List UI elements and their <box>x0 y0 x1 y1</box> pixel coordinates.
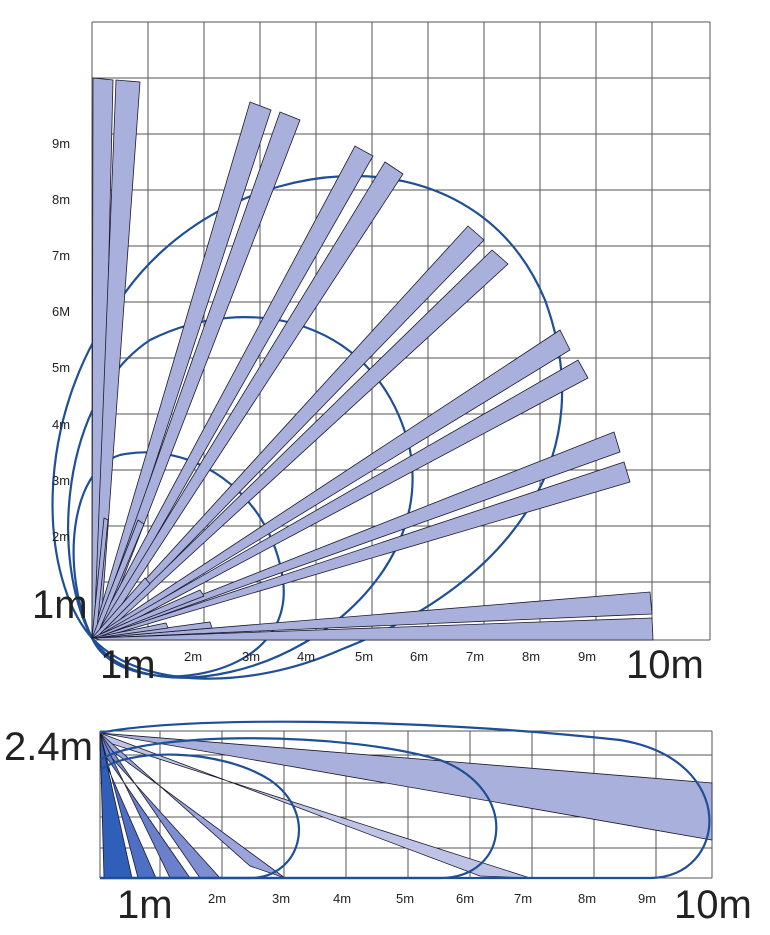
coverage-zone-inner <box>72 451 285 678</box>
side-view-x-ticks: 2m 3m 4m 5m 6m 7m 8m 9m <box>208 891 656 906</box>
side-zone-outer <box>99 720 711 880</box>
side-x-tick-5m: 5m <box>396 891 414 906</box>
top-view-x-origin-label: 1m <box>100 643 156 687</box>
y-tick-7m: 7m <box>52 248 70 263</box>
top-view-y-ticks: 2m 3m 4m 5m 6M 7m 8m 9m <box>52 136 70 544</box>
x-tick-6m: 6m <box>410 649 428 664</box>
side-x-tick-8m: 8m <box>578 891 596 906</box>
side-view-x-end-label: 10m <box>674 883 752 927</box>
side-view-beams <box>99 731 713 879</box>
x-tick-3m: 3m <box>242 649 260 664</box>
y-tick-5m: 5m <box>52 360 70 375</box>
y-tick-9m: 9m <box>52 136 70 151</box>
side-x-tick-6m: 6m <box>456 891 474 906</box>
x-tick-2m: 2m <box>184 649 202 664</box>
side-x-tick-4m: 4m <box>333 891 351 906</box>
x-tick-4m: 4m <box>297 649 315 664</box>
x-tick-7m: 7m <box>466 649 484 664</box>
coverage-zone-outer <box>51 175 564 680</box>
side-x-tick-7m: 7m <box>514 891 532 906</box>
side-view-coverage-zones <box>99 720 711 880</box>
beam-2 <box>93 617 654 641</box>
y-tick-6m: 6M <box>52 304 70 319</box>
x-tick-5m: 5m <box>355 649 373 664</box>
y-tick-2m: 2m <box>52 529 70 544</box>
side-beam-long <box>99 732 713 841</box>
beam-short-6 <box>91 622 169 639</box>
x-tick-8m: 8m <box>522 649 540 664</box>
top-view-beams <box>90 77 654 641</box>
side-x-tick-2m: 2m <box>208 891 226 906</box>
top-view-x-end-label: 10m <box>626 643 704 687</box>
coverage-zone-middle <box>67 316 414 679</box>
top-view-coverage-zones <box>51 175 564 680</box>
y-tick-4m: 4m <box>52 417 70 432</box>
side-view: 2.4m 2m 3m 4m 5m 6m 7m 8m 9m 1m 10m <box>4 720 752 927</box>
y-tick-3m: 3m <box>52 473 70 488</box>
side-view-height-label: 2.4m <box>4 725 93 769</box>
x-tick-9m: 9m <box>578 649 596 664</box>
top-view-x-ticks: 2m 3m 4m 5m 6m 7m 8m 9m <box>184 649 596 664</box>
top-view: 2m 3m 4m 5m 6M 7m 8m 9m 1m 2m 3m 4m 5m 6… <box>32 21 711 687</box>
top-view-y-origin-label: 1m <box>32 583 88 627</box>
side-view-x-origin-label: 1m <box>117 883 173 927</box>
y-tick-8m: 8m <box>52 192 70 207</box>
side-zone-inner <box>99 753 300 880</box>
side-x-tick-3m: 3m <box>272 891 290 906</box>
side-x-tick-9m: 9m <box>638 891 656 906</box>
side-zone-middle <box>99 737 498 880</box>
